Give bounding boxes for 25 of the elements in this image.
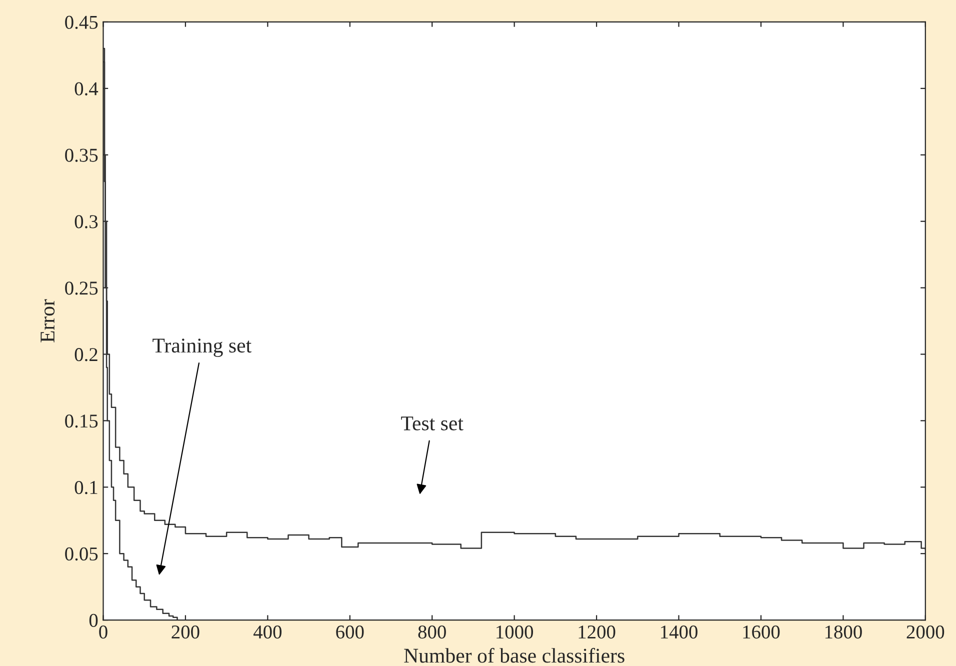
y-tick-label: 0.15 xyxy=(65,414,98,428)
y-tick-label: 0.45 xyxy=(65,16,98,29)
annotation: Test set xyxy=(401,416,464,430)
x-tick-label: 0 xyxy=(99,625,108,639)
x-tick-label: 400 xyxy=(253,625,282,639)
x-tick-label: 800 xyxy=(418,625,446,639)
y-axis-title: Error xyxy=(40,299,55,342)
x-tick-label: 2000 xyxy=(906,625,944,639)
y-tick-label: 0.4 xyxy=(74,82,98,96)
x-axis-title: Number of base classifiers xyxy=(404,648,624,663)
x-tick-label: 1000 xyxy=(496,625,534,639)
x-tick-label: 1800 xyxy=(825,625,862,639)
y-tick-label: 0.2 xyxy=(74,348,98,362)
y-tick-label: 0.35 xyxy=(65,148,98,162)
x-tick-label: 1400 xyxy=(661,625,698,639)
y-tick-label: 0 xyxy=(89,614,98,627)
y-tick-label: 0.25 xyxy=(65,282,98,295)
y-tick-label: 0.1 xyxy=(74,480,98,494)
x-tick-label: 1600 xyxy=(743,625,780,639)
annotation: Training set xyxy=(152,338,252,357)
x-tick-label: 600 xyxy=(336,625,364,639)
x-tick-label: 200 xyxy=(172,625,200,639)
y-tick-label: 0.3 xyxy=(74,215,98,228)
y-tick-label: 0.05 xyxy=(65,547,98,561)
x-tick-label: 1200 xyxy=(578,625,616,639)
